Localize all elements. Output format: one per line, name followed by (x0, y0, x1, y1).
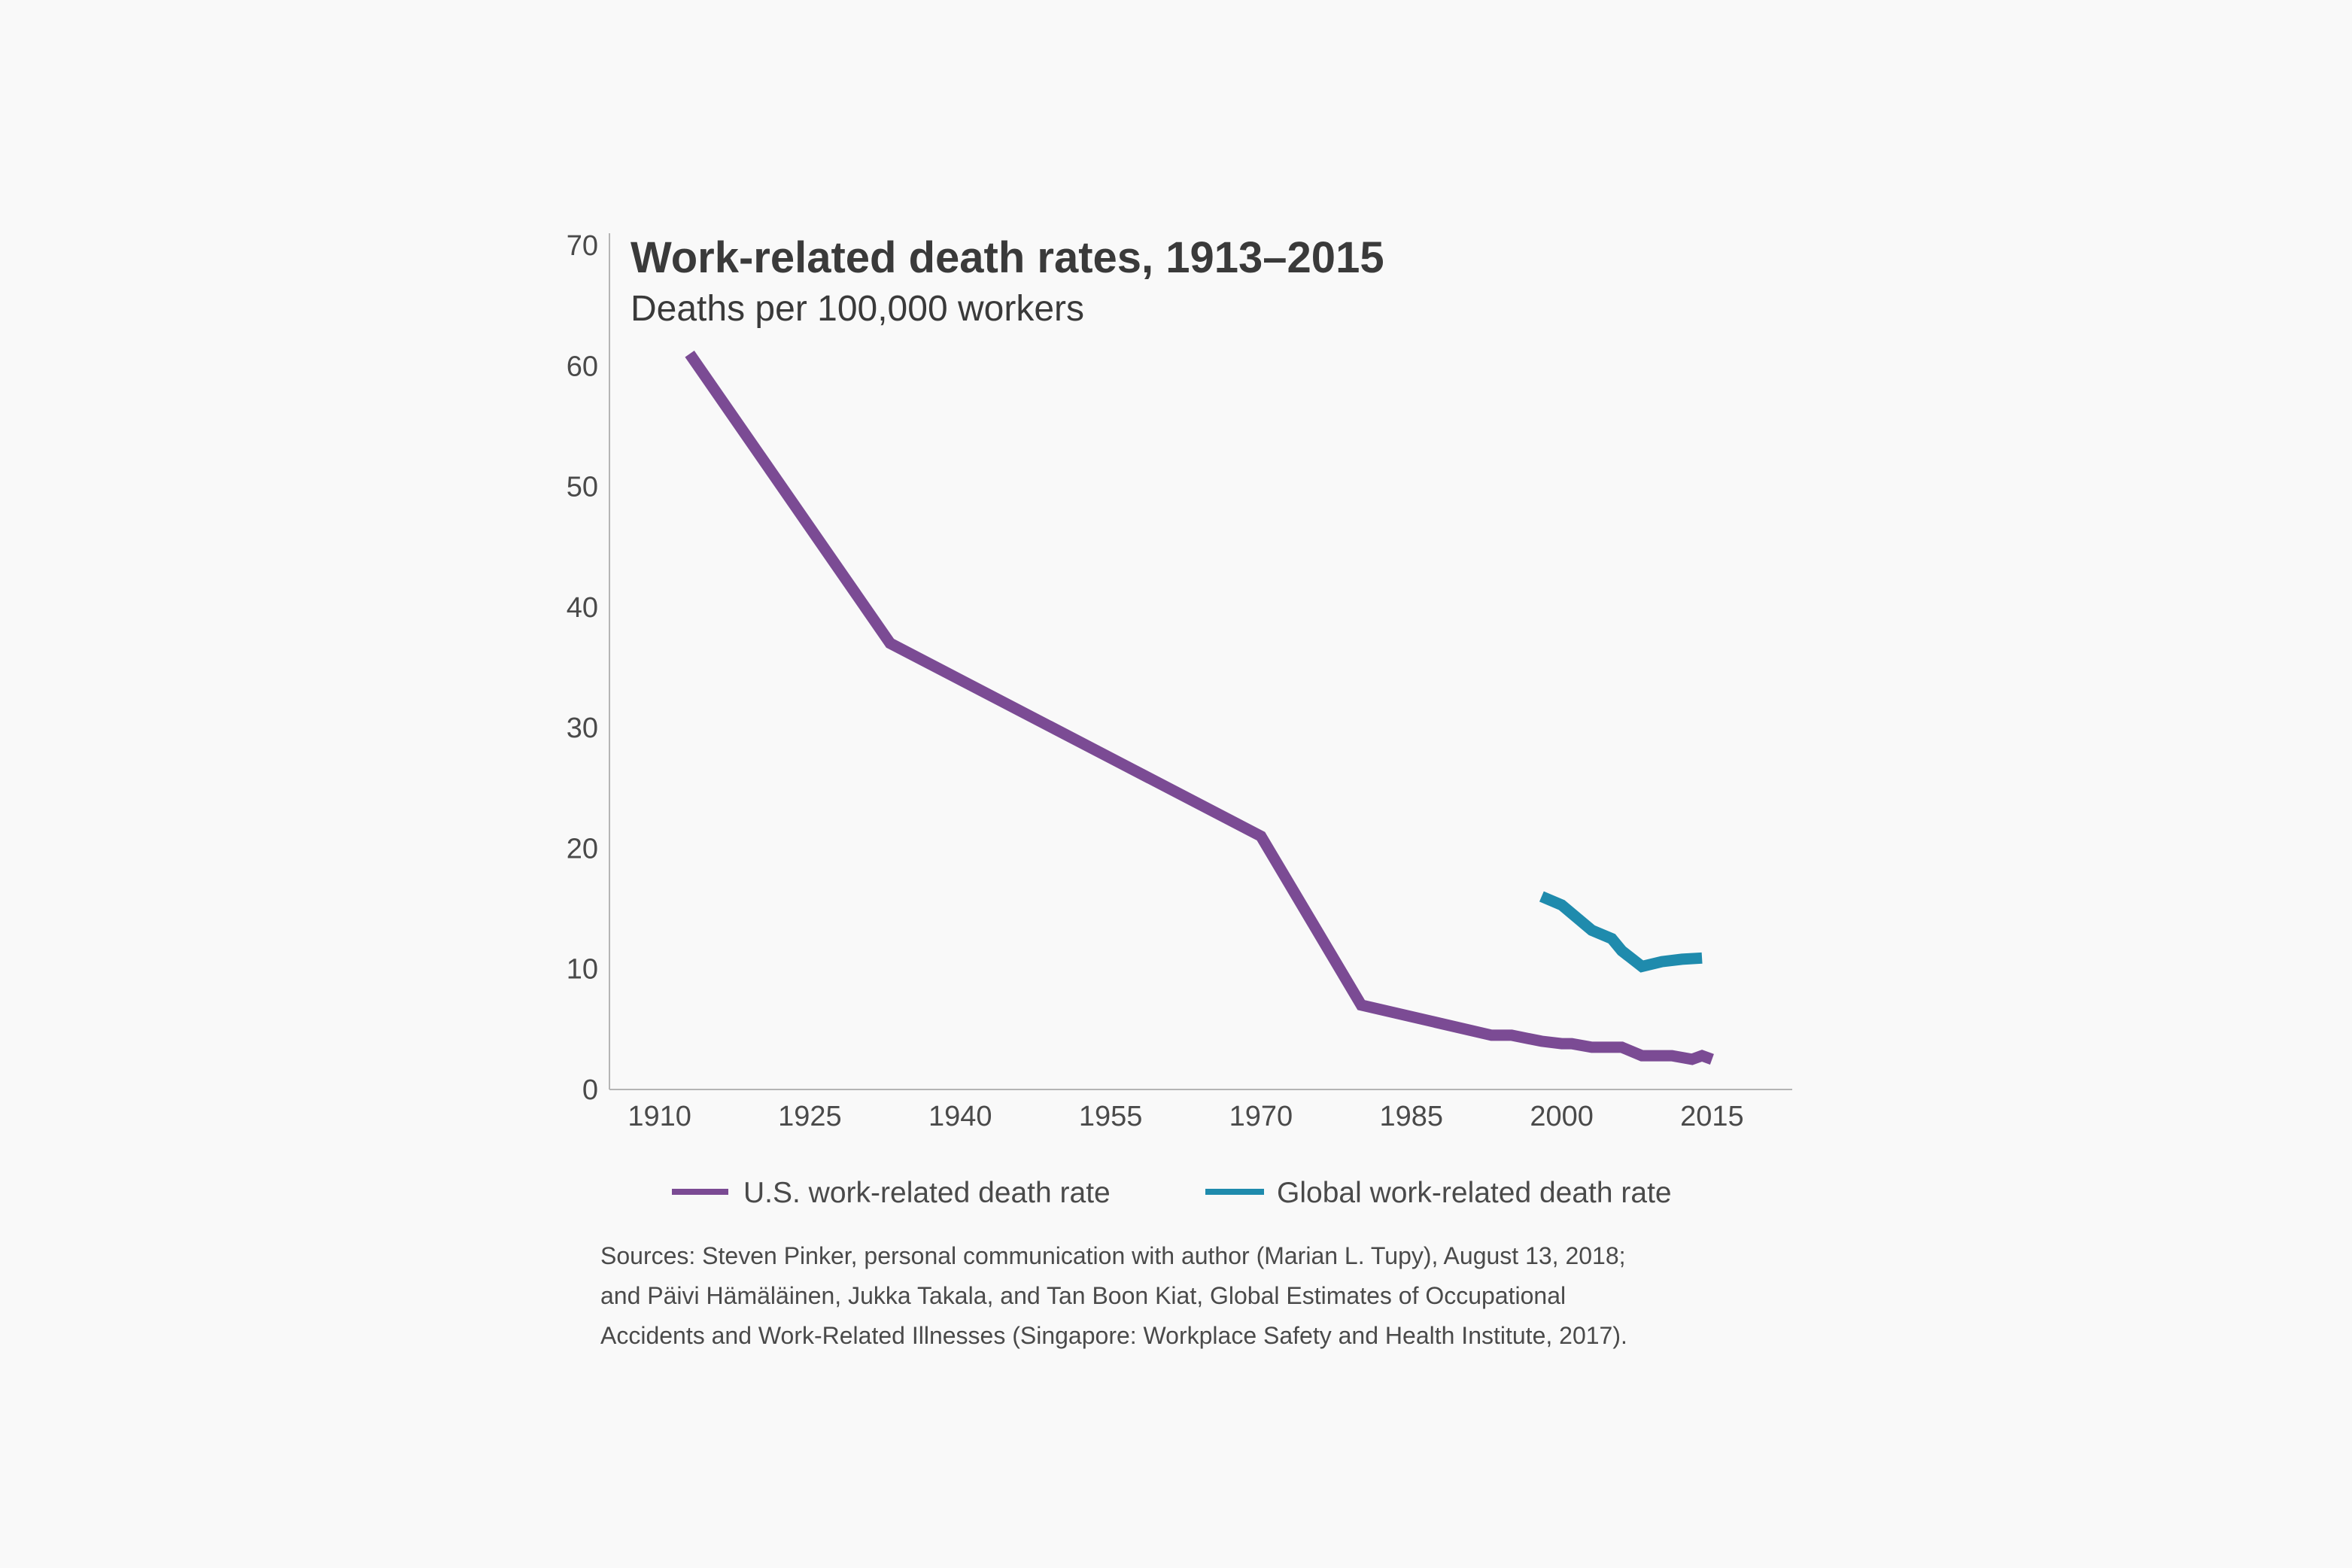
y-tick-label: 30 (567, 713, 598, 744)
y-tick-label: 40 (567, 592, 598, 624)
legend: U.S. work-related death rate Global work… (672, 1177, 1672, 1209)
legend-label-us: U.S. work-related death rate (743, 1177, 1111, 1209)
y-tick-label: 60 (567, 351, 598, 382)
legend-label-global: Global work-related death rate (1277, 1177, 1672, 1209)
x-tick-label: 1985 (1379, 1101, 1443, 1132)
legend-item-us: U.S. work-related death rate (672, 1177, 1111, 1209)
source-line-2: and Päivi Hämäläinen, Jukka Takala, and … (600, 1282, 1566, 1309)
y-tick-labels: 0 10 20 30 40 50 60 70 (567, 230, 598, 1106)
series-line-global (1539, 891, 1703, 973)
source-line-3: Accidents and Work-Related Illnesses (Si… (600, 1322, 1627, 1349)
x-tick-label: 2015 (1680, 1101, 1744, 1132)
y-tick-label: 70 (567, 230, 598, 262)
series-line-us (685, 351, 1714, 1065)
x-tick-label: 1970 (1229, 1101, 1293, 1132)
x-tick-label: 1940 (928, 1101, 992, 1132)
y-tick-label: 20 (567, 833, 598, 865)
legend-item-global: Global work-related death rate (1205, 1177, 1672, 1209)
x-tick-labels: 1910 1925 1940 1955 1970 1985 2000 2015 (628, 1101, 1743, 1132)
y-tick-label: 0 (582, 1074, 598, 1106)
source-note: Sources: Steven Pinker, personal communi… (600, 1242, 1627, 1349)
x-tick-label: 1925 (778, 1101, 842, 1132)
y-tick-label: 50 (567, 472, 598, 503)
y-tick-label: 10 (567, 954, 598, 986)
x-tick-label: 2000 (1530, 1101, 1594, 1132)
chart-subtitle: Deaths per 100,000 workers (631, 289, 1084, 329)
series-lines (685, 351, 1714, 1065)
x-tick-label: 1910 (628, 1101, 691, 1132)
axes (609, 233, 1792, 1090)
source-line-1: Sources: Steven Pinker, personal communi… (600, 1242, 1626, 1269)
x-tick-label: 1955 (1079, 1101, 1143, 1132)
chart-title: Work-related death rates, 1913–2015 (631, 233, 1384, 282)
